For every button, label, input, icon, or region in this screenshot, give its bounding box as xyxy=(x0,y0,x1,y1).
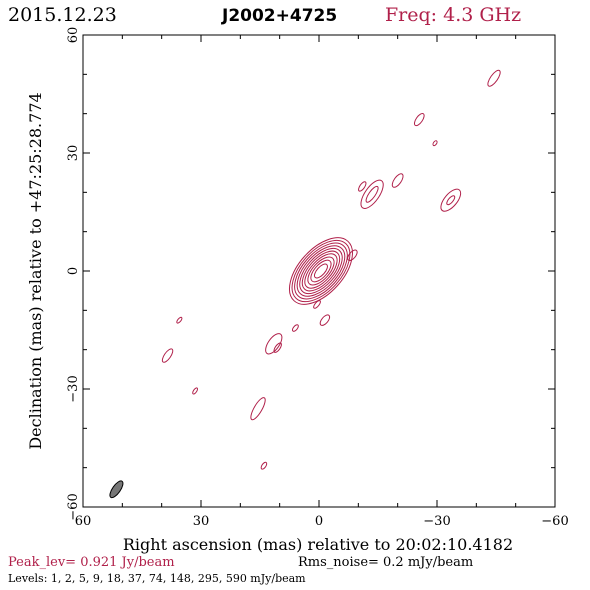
core-contour-level xyxy=(291,239,351,303)
core-contour-level xyxy=(310,259,332,283)
y-tick-label: −60 xyxy=(66,493,81,520)
source-name: J2002+4725 xyxy=(221,6,337,26)
contour-component xyxy=(365,185,379,203)
x-tick-label: −30 xyxy=(423,514,450,529)
contour-component xyxy=(313,300,321,309)
contour-component xyxy=(440,188,462,212)
x-tick-label: −60 xyxy=(541,514,568,529)
contour-component xyxy=(161,348,174,363)
y-axis-label: Declination (mas) relative to +47:25:28.… xyxy=(26,92,45,449)
contour-component xyxy=(358,181,367,192)
contour-component xyxy=(446,195,456,206)
major-ticks xyxy=(82,34,556,508)
y-tick-label: 0 xyxy=(66,267,81,275)
minor-ticks xyxy=(83,35,555,507)
core-contour-level xyxy=(313,263,328,279)
core-contour-level xyxy=(301,250,341,292)
contour-component xyxy=(192,387,199,395)
contour-component xyxy=(413,112,425,127)
plot-border xyxy=(82,34,556,508)
x-tick-label: 0 xyxy=(315,514,323,529)
contour-component xyxy=(260,461,268,470)
contour-component xyxy=(273,342,282,353)
contour-component xyxy=(176,316,183,324)
contour-component xyxy=(319,314,331,326)
contour-component xyxy=(265,333,283,355)
core-contour-level xyxy=(307,256,335,286)
contour-component xyxy=(391,173,404,188)
contour-component xyxy=(360,179,384,209)
x-tick-label: 30 xyxy=(193,514,210,529)
rms-noise: Rms_noise= 0.2 mJy/beam xyxy=(298,555,473,570)
y-tick-label: 30 xyxy=(66,145,81,162)
contour-component xyxy=(250,397,266,421)
core-contour-level xyxy=(294,242,348,300)
observation-date: 2015.12.23 xyxy=(8,4,117,26)
beam-ellipse xyxy=(109,480,124,499)
peak-level: Peak_lev= 0.921 Jy/beam xyxy=(8,555,175,570)
contour-component xyxy=(487,69,501,87)
plot-frame xyxy=(82,34,556,508)
x-tick-labels: 60 30 0 −30 −60 xyxy=(75,514,569,529)
y-tick-labels: 60 30 0 −30 −60 xyxy=(66,27,81,521)
frequency-label: Freq: 4.3 GHz xyxy=(385,4,521,26)
core-contour-level xyxy=(289,237,353,305)
core-contour-level xyxy=(296,245,346,297)
contour-component xyxy=(291,324,299,332)
x-axis-label: Right ascension (mas) relative to 20:02:… xyxy=(123,535,513,554)
contour-components xyxy=(161,69,501,470)
contour-component xyxy=(432,140,438,147)
y-tick-label: −30 xyxy=(66,375,81,402)
core-contour-level xyxy=(304,253,338,289)
x-tick-label: 60 xyxy=(75,514,92,529)
core-contour-level xyxy=(299,247,343,295)
beam-ellipse-group xyxy=(109,480,124,499)
contour-levels: Levels: 1, 2, 5, 9, 18, 37, 74, 148, 295… xyxy=(8,572,306,585)
core-contours xyxy=(289,237,353,305)
y-tick-label: 60 xyxy=(66,27,81,44)
